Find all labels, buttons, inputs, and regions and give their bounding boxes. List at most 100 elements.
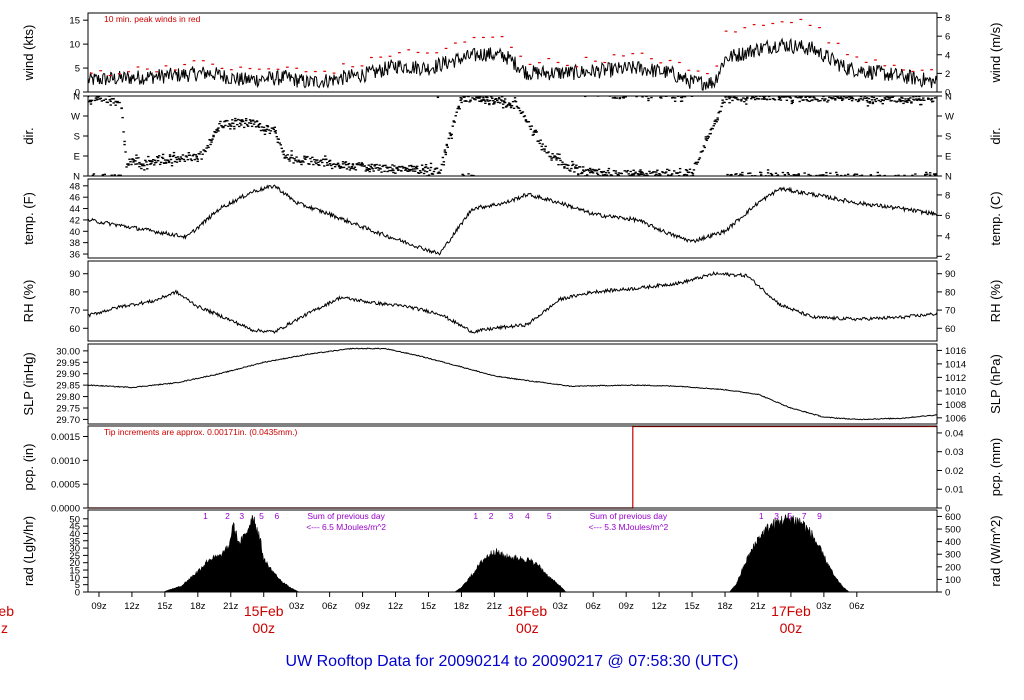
panel-frame bbox=[87, 509, 938, 593]
right-tick-label: 0.02 bbox=[945, 466, 964, 477]
right-tick-label: 0.01 bbox=[945, 485, 964, 496]
hour-mark: 7 bbox=[802, 511, 807, 521]
left-tick-label: 30.00 bbox=[56, 346, 80, 357]
time-tick-label: 06z bbox=[849, 601, 865, 612]
left-tick-label: 29.75 bbox=[56, 404, 80, 415]
right-tick-label: 2 bbox=[945, 252, 950, 263]
time-tick-label: 03z bbox=[816, 601, 832, 612]
sum-label: Sum of previous day bbox=[307, 511, 385, 521]
left-tick-label: 20 bbox=[69, 558, 80, 569]
left-tick-label: 29.70 bbox=[56, 415, 80, 426]
right-tick-label: 8 bbox=[945, 190, 950, 201]
series-rad bbox=[88, 513, 937, 592]
left-tick-label: 90 bbox=[69, 269, 80, 280]
panel-rh: 60 70 80 90 60 70 80 90 RH (%) RH (%) bbox=[21, 260, 1003, 342]
right-tick-label: N bbox=[945, 172, 952, 183]
left-tick-label: 15 bbox=[69, 16, 80, 27]
hour-mark: 3 bbox=[774, 511, 779, 521]
left-tick-label: N bbox=[73, 172, 80, 183]
hour-mark: 3 bbox=[508, 511, 513, 521]
sum-label: Sum of previous day bbox=[590, 511, 668, 521]
panel-frame bbox=[87, 178, 938, 259]
right-tick-label: 1014 bbox=[945, 359, 966, 370]
right-tick-label: 90 bbox=[945, 269, 956, 280]
time-tick-label: 15z bbox=[684, 601, 700, 612]
time-tick-label: 09z bbox=[355, 601, 371, 612]
ylabel-right: pcp. (mm) bbox=[988, 438, 1003, 497]
hour-mark: 3 bbox=[239, 511, 244, 521]
ylabel-right: SLP (hPa) bbox=[988, 354, 1003, 414]
ylabel-right: dir. bbox=[988, 127, 1003, 144]
right-tick-label: 1006 bbox=[945, 413, 966, 424]
ylabel-left: pcp. (in) bbox=[21, 444, 36, 491]
series-direction bbox=[88, 96, 937, 176]
panel-frame bbox=[87, 425, 938, 509]
series-rh bbox=[88, 271, 937, 334]
right-tick-label: 1010 bbox=[945, 386, 966, 397]
time-tick-label: 18z bbox=[454, 601, 470, 612]
right-tick-label: 500 bbox=[945, 525, 961, 536]
time-tick-label: 21z bbox=[223, 601, 239, 612]
time-tick-label: 06z bbox=[586, 601, 602, 612]
panel-frame bbox=[87, 12, 938, 93]
left-tick-label: 80 bbox=[69, 287, 80, 298]
right-tick-label: 2 bbox=[945, 69, 950, 80]
right-tick-label: 70 bbox=[945, 306, 956, 317]
panel-wind: 0 5 10 15 0 2 4 6 8 wind (kts) wind (m/s) 10 min. p… bbox=[21, 12, 1003, 99]
right-tick-label: 300 bbox=[945, 550, 961, 561]
date-time-label: 00z bbox=[780, 620, 803, 636]
left-tick-label: 29.90 bbox=[56, 369, 80, 380]
date-time-label: 00z bbox=[252, 620, 275, 636]
time-axis: 09z 12z 15z 18z 21z 03z 06z 09z 12z 15z 18z 21z 03z 0… bbox=[0, 592, 865, 636]
left-tick-label: N bbox=[73, 92, 80, 103]
right-tick-label: 600 bbox=[945, 512, 961, 523]
right-tick-label: N bbox=[945, 92, 952, 103]
left-tick-label: W bbox=[71, 112, 80, 123]
left-tick-label: 0 bbox=[75, 88, 80, 99]
time-tick-label: 12z bbox=[388, 601, 404, 612]
time-tick-label: 15z bbox=[421, 601, 437, 612]
sum-value: <--- 5.3 MJoules/m^2 bbox=[588, 522, 668, 532]
hour-mark: 5 bbox=[547, 511, 552, 521]
time-tick-label: 03z bbox=[553, 601, 569, 612]
left-tick-label: 40 bbox=[69, 227, 80, 238]
right-tick-label: 400 bbox=[945, 537, 961, 548]
page-title: UW Rooftop Data for 20090214 to 20090217… bbox=[286, 653, 739, 670]
ylabel-right: temp. (C) bbox=[988, 191, 1003, 245]
ylabel-right: rad (W/m^2) bbox=[988, 515, 1003, 586]
right-tick-label: 0 bbox=[945, 504, 950, 515]
series-slp bbox=[88, 347, 937, 421]
left-tick-label: 25 bbox=[69, 551, 80, 562]
left-tick-label: 36 bbox=[69, 250, 80, 261]
ylabel-left: dir. bbox=[21, 127, 36, 144]
date-time-label: 00z bbox=[516, 620, 539, 636]
panel-frame bbox=[87, 343, 938, 425]
left-tick-label: 10 bbox=[69, 573, 80, 584]
time-tick-label: 21z bbox=[750, 601, 766, 612]
right-tick-label: 1012 bbox=[945, 373, 966, 384]
left-tick-label: 30 bbox=[69, 544, 80, 555]
left-tick-label: 5 bbox=[75, 64, 80, 75]
date-label: 17Feb bbox=[771, 603, 811, 619]
right-tick-label: 0 bbox=[945, 588, 950, 599]
left-tick-label: 29.80 bbox=[56, 392, 80, 403]
ylabel-left: RH (%) bbox=[21, 280, 36, 323]
hour-mark: 1 bbox=[759, 511, 764, 521]
left-tick-label: 0 bbox=[75, 588, 80, 599]
time-tick-label: 21z bbox=[487, 601, 503, 612]
right-tick-label: 8 bbox=[945, 13, 950, 24]
time-tick-label: 15z bbox=[157, 601, 173, 612]
panel-annotation: Tip increments are approx. 0.00171in. (0… bbox=[104, 427, 298, 437]
date-label: 15Feb bbox=[244, 603, 284, 619]
time-tick-label: 18z bbox=[717, 601, 733, 612]
series-pcp bbox=[88, 425, 937, 509]
right-tick-label: 200 bbox=[945, 562, 961, 573]
time-tick-label: 09z bbox=[619, 601, 635, 612]
time-tick-label: 03z bbox=[289, 601, 305, 612]
panel-pcp: 0.0000 0.0005 0.0010 0.0015 0 0.01 0.02 0.03 0.0… bbox=[21, 425, 1003, 515]
time-tick-label: 18z bbox=[190, 601, 206, 612]
